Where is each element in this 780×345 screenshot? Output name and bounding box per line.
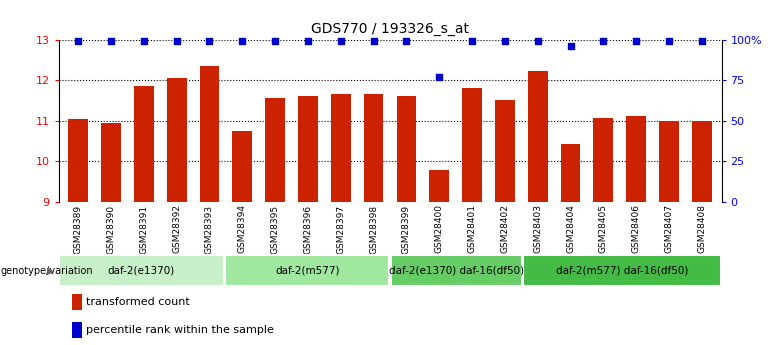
Bar — [265, 98, 285, 202]
Text: GSM28404: GSM28404 — [566, 204, 575, 253]
Text: GSM28397: GSM28397 — [336, 204, 346, 254]
Point — [236, 39, 249, 44]
Point — [367, 39, 380, 44]
Point — [564, 43, 576, 49]
Text: GSM28394: GSM28394 — [238, 204, 246, 254]
Bar — [331, 95, 351, 202]
Text: ▶: ▶ — [47, 266, 55, 276]
Bar — [659, 121, 679, 202]
Bar — [626, 116, 646, 202]
Bar — [225, 255, 389, 286]
Bar — [200, 66, 219, 202]
Text: GSM28398: GSM28398 — [369, 204, 378, 254]
Bar — [232, 131, 252, 202]
Bar — [561, 144, 580, 202]
Point — [400, 39, 413, 44]
Text: daf-2(m577) daf-16(df50): daf-2(m577) daf-16(df50) — [556, 266, 688, 276]
Text: GSM28391: GSM28391 — [140, 204, 148, 254]
Text: GSM28390: GSM28390 — [107, 204, 115, 254]
Bar — [298, 96, 317, 202]
Bar — [396, 96, 417, 202]
Text: daf-2(m577): daf-2(m577) — [275, 266, 339, 276]
Point — [335, 39, 347, 44]
Bar — [523, 255, 721, 286]
Bar — [429, 170, 449, 202]
Point — [531, 39, 544, 44]
Text: GSM28392: GSM28392 — [172, 204, 181, 254]
Bar — [391, 255, 522, 286]
Bar — [101, 123, 121, 202]
Text: transformed count: transformed count — [87, 297, 190, 307]
Text: GSM28405: GSM28405 — [599, 204, 608, 254]
Bar — [495, 100, 515, 202]
Text: GSM28399: GSM28399 — [402, 204, 411, 254]
Point — [433, 74, 445, 80]
Text: daf-2(e1370) daf-16(df50): daf-2(e1370) daf-16(df50) — [388, 266, 524, 276]
Bar — [463, 88, 482, 202]
Bar — [167, 78, 186, 202]
Point — [466, 39, 478, 44]
Text: GSM28406: GSM28406 — [632, 204, 640, 254]
Text: GSM28396: GSM28396 — [303, 204, 313, 254]
Bar — [134, 86, 154, 202]
Text: GSM28395: GSM28395 — [271, 204, 279, 254]
Text: daf-2(e1370): daf-2(e1370) — [108, 266, 175, 276]
Point — [72, 39, 84, 44]
Text: GSM28402: GSM28402 — [501, 204, 509, 253]
Text: GSM28408: GSM28408 — [697, 204, 707, 254]
Point — [137, 39, 150, 44]
Point — [663, 39, 675, 44]
Point — [597, 39, 610, 44]
Title: GDS770 / 193326_s_at: GDS770 / 193326_s_at — [311, 22, 469, 36]
Bar — [72, 294, 82, 310]
Bar — [363, 95, 384, 202]
Text: GSM28407: GSM28407 — [665, 204, 673, 254]
Point — [498, 39, 511, 44]
Point — [630, 39, 643, 44]
Text: GSM28393: GSM28393 — [205, 204, 214, 254]
Point — [696, 39, 708, 44]
Bar — [59, 255, 224, 286]
Text: GSM28403: GSM28403 — [534, 204, 542, 254]
Point — [170, 39, 183, 44]
Text: percentile rank within the sample: percentile rank within the sample — [87, 325, 275, 335]
Bar — [594, 118, 613, 202]
Text: GSM28389: GSM28389 — [73, 204, 83, 254]
Bar — [692, 121, 711, 202]
Point — [105, 39, 117, 44]
Text: GSM28400: GSM28400 — [434, 204, 444, 254]
Point — [269, 39, 282, 44]
Bar — [69, 119, 88, 202]
Text: GSM28401: GSM28401 — [467, 204, 477, 254]
Text: genotype/variation: genotype/variation — [1, 266, 94, 276]
Bar — [72, 322, 82, 338]
Point — [204, 39, 216, 44]
Point — [302, 39, 314, 44]
Bar — [528, 71, 548, 202]
